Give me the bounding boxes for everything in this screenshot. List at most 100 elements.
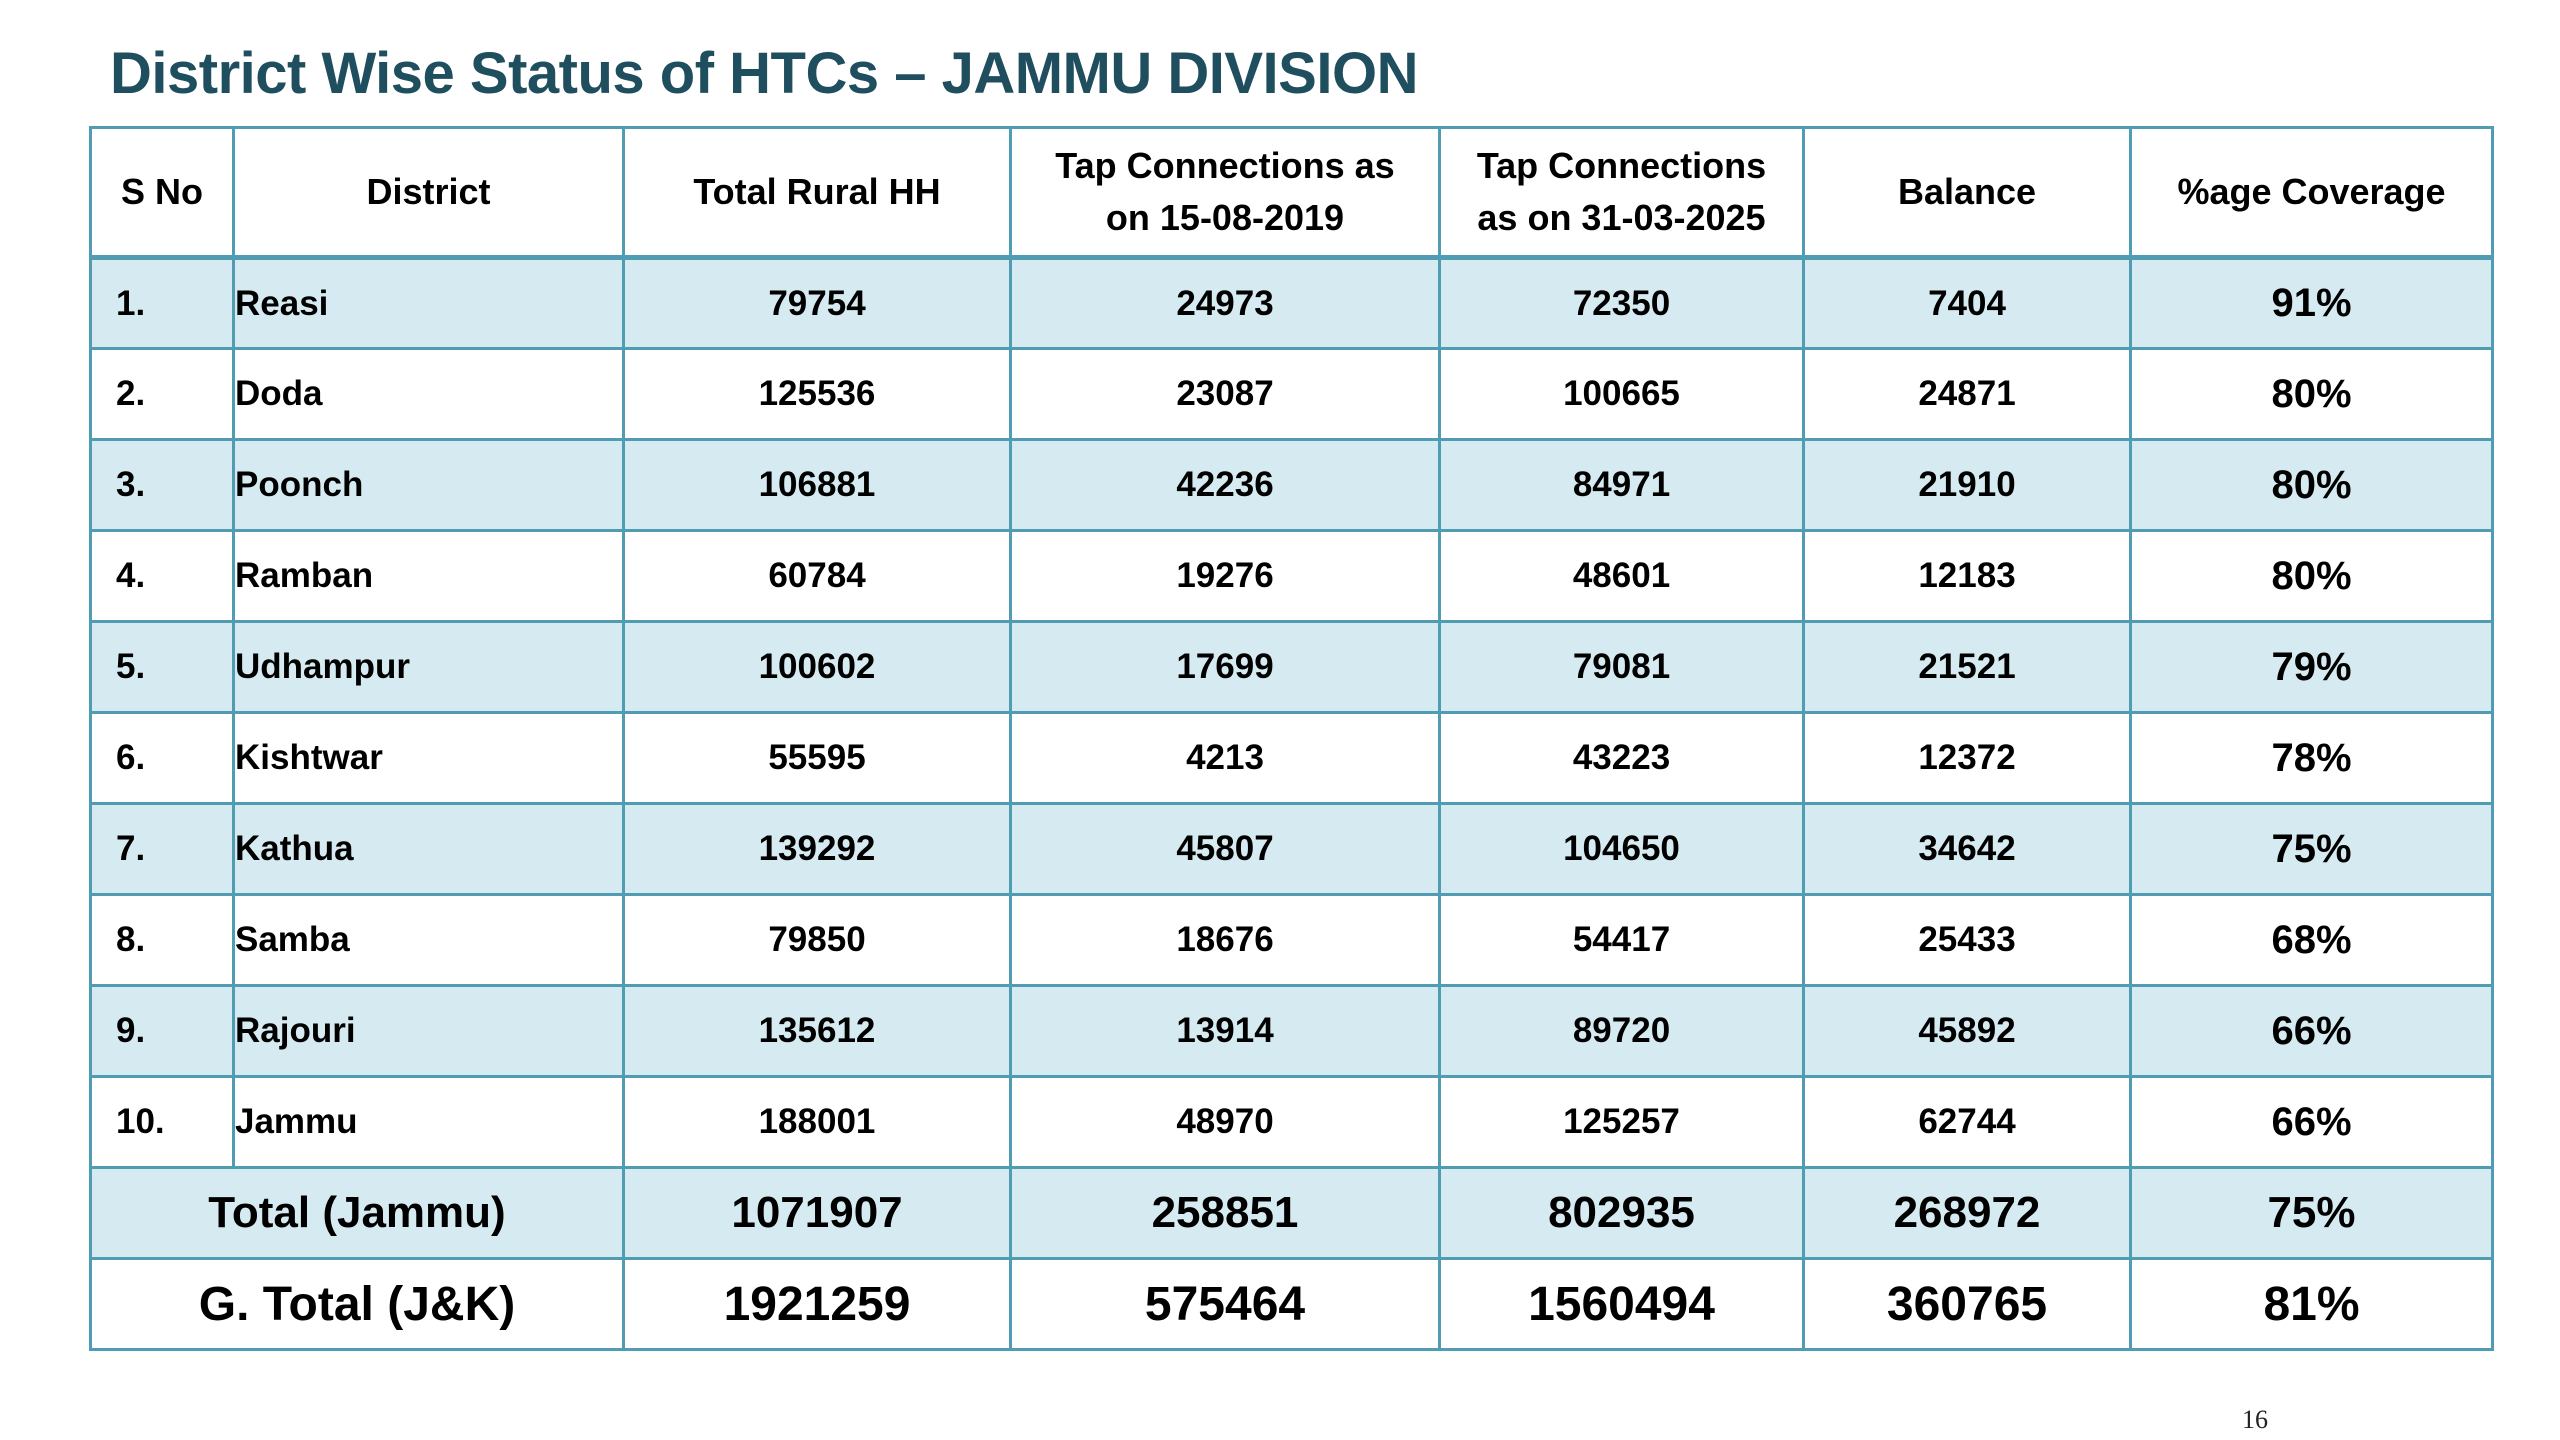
cell-district: Rajouri	[232, 984, 625, 1078]
cell-tap-2019: 42236	[1009, 438, 1441, 532]
cell-coverage: 78%	[2129, 711, 2494, 805]
cell-total-rural-hh: 106881	[622, 438, 1012, 532]
slide-title: District Wise Status of HTCs – JAMMU DIV…	[110, 41, 1418, 106]
cell-sno: 6.	[89, 711, 235, 805]
cell-balance: 24871	[1802, 347, 2132, 441]
htc-status-table: S No District Total Rural HH Tap Connect…	[89, 126, 2494, 1351]
cell-tap-2025: 84971	[1438, 438, 1805, 532]
grand-total-rural-hh: 1921259	[622, 1257, 1012, 1351]
cell-total-rural-hh: 135612	[622, 984, 1012, 1078]
cell-balance: 25433	[1802, 893, 2132, 987]
cell-district: Jammu	[232, 1075, 625, 1169]
cell-district: Reasi	[232, 256, 625, 350]
cell-coverage: 68%	[2129, 893, 2494, 987]
table-row: 2. Doda 125536 23087 100665 24871 80%	[89, 347, 2494, 441]
cell-tap-2025: 104650	[1438, 802, 1805, 896]
cell-coverage: 79%	[2129, 620, 2494, 714]
table-row: 5. Udhampur 100602 17699 79081 21521 79%	[89, 620, 2494, 714]
header-tap-2019-line2: on 15-08-2019	[1105, 197, 1345, 238]
header-total-rural-hh: Total Rural HH	[622, 126, 1012, 260]
cell-coverage: 66%	[2129, 984, 2494, 1078]
total-jammu-coverage: 75%	[2129, 1166, 2494, 1260]
total-jammu-tap-2019: 258851	[1009, 1166, 1441, 1260]
cell-tap-2025: 125257	[1438, 1075, 1805, 1169]
header-balance: Balance	[1802, 126, 2132, 260]
table-row: 9. Rajouri 135612 13914 89720 45892 66%	[89, 984, 2494, 1078]
cell-sno: 5.	[89, 620, 235, 714]
cell-tap-2025: 100665	[1438, 347, 1805, 441]
grand-total-tap-2025: 1560494	[1438, 1257, 1805, 1351]
cell-sno: 10.	[89, 1075, 235, 1169]
cell-sno: 3.	[89, 438, 235, 532]
cell-total-rural-hh: 55595	[622, 711, 1012, 805]
cell-tap-2025: 43223	[1438, 711, 1805, 805]
header-district: District	[232, 126, 625, 260]
total-jammu-tap-2025: 802935	[1438, 1166, 1805, 1260]
table-row: 1. Reasi 79754 24973 72350 7404 91%	[89, 256, 2494, 350]
cell-tap-2019: 24973	[1009, 256, 1441, 350]
grand-total-row: G. Total (J&K) 1921259 575464 1560494 36…	[89, 1257, 2494, 1351]
cell-total-rural-hh: 79850	[622, 893, 1012, 987]
cell-sno: 8.	[89, 893, 235, 987]
grand-total-tap-2019: 575464	[1009, 1257, 1441, 1351]
cell-tap-2019: 45807	[1009, 802, 1441, 896]
cell-total-rural-hh: 100602	[622, 620, 1012, 714]
table-row: 7. Kathua 139292 45807 104650 34642 75%	[89, 802, 2494, 896]
cell-total-rural-hh: 139292	[622, 802, 1012, 896]
header-tap-2019: Tap Connections as on 15-08-2019	[1009, 126, 1441, 260]
cell-balance: 7404	[1802, 256, 2132, 350]
cell-coverage: 80%	[2129, 529, 2494, 623]
cell-district: Doda	[232, 347, 625, 441]
total-jammu-row: Total (Jammu) 1071907 258851 802935 2689…	[89, 1166, 2494, 1260]
header-coverage: %age Coverage	[2129, 126, 2494, 260]
cell-tap-2025: 79081	[1438, 620, 1805, 714]
cell-balance: 12372	[1802, 711, 2132, 805]
cell-sno: 1.	[89, 256, 235, 350]
table-row: 3. Poonch 106881 42236 84971 21910 80%	[89, 438, 2494, 532]
cell-coverage: 80%	[2129, 438, 2494, 532]
cell-balance: 21521	[1802, 620, 2132, 714]
table-row: 10. Jammu 188001 48970 125257 62744 66%	[89, 1075, 2494, 1169]
cell-tap-2025: 89720	[1438, 984, 1805, 1078]
header-tap-2025-line1: Tap Connections	[1476, 144, 1767, 186]
cell-tap-2025: 54417	[1438, 893, 1805, 987]
cell-tap-2019: 23087	[1009, 347, 1441, 441]
cell-district: Ramban	[232, 529, 625, 623]
cell-balance: 62744	[1802, 1075, 2132, 1169]
cell-district: Udhampur	[232, 620, 625, 714]
cell-sno: 2.	[89, 347, 235, 441]
cell-tap-2019: 18676	[1009, 893, 1441, 987]
total-jammu-balance: 268972	[1802, 1166, 2132, 1260]
cell-coverage: 75%	[2129, 802, 2494, 896]
cell-tap-2025: 72350	[1438, 256, 1805, 350]
header-sno: S No	[89, 126, 235, 260]
header-tap-2025-line2: as on 31-03-2025	[1477, 197, 1766, 238]
header-row: S No District Total Rural HH Tap Connect…	[89, 126, 2494, 260]
cell-total-rural-hh: 79754	[622, 256, 1012, 350]
page-number: 16	[2242, 1405, 2268, 1434]
cell-sno: 7.	[89, 802, 235, 896]
cell-sno: 4.	[89, 529, 235, 623]
cell-balance: 34642	[1802, 802, 2132, 896]
cell-tap-2019: 17699	[1009, 620, 1441, 714]
cell-tap-2019: 13914	[1009, 984, 1441, 1078]
header-tap-2025: Tap Connections as on 31-03-2025	[1438, 126, 1805, 260]
total-jammu-rural-hh: 1071907	[622, 1166, 1012, 1260]
cell-district: Kathua	[232, 802, 625, 896]
total-jammu-label: Total (Jammu)	[89, 1166, 625, 1260]
cell-tap-2019: 4213	[1009, 711, 1441, 805]
grand-total-coverage: 81%	[2129, 1257, 2494, 1351]
table-row: 4. Ramban 60784 19276 48601 12183 80%	[89, 529, 2494, 623]
grand-total-label: G. Total (J&K)	[89, 1257, 625, 1351]
cell-district: Samba	[232, 893, 625, 987]
cell-coverage: 80%	[2129, 347, 2494, 441]
cell-total-rural-hh: 188001	[622, 1075, 1012, 1169]
cell-balance: 21910	[1802, 438, 2132, 532]
cell-balance: 45892	[1802, 984, 2132, 1078]
cell-total-rural-hh: 125536	[622, 347, 1012, 441]
cell-tap-2019: 19276	[1009, 529, 1441, 623]
header-tap-2019-line1: Tap Connections as	[1055, 144, 1395, 186]
cell-coverage: 66%	[2129, 1075, 2494, 1169]
table-row: 8. Samba 79850 18676 54417 25433 68%	[89, 893, 2494, 987]
grand-total-balance: 360765	[1802, 1257, 2132, 1351]
